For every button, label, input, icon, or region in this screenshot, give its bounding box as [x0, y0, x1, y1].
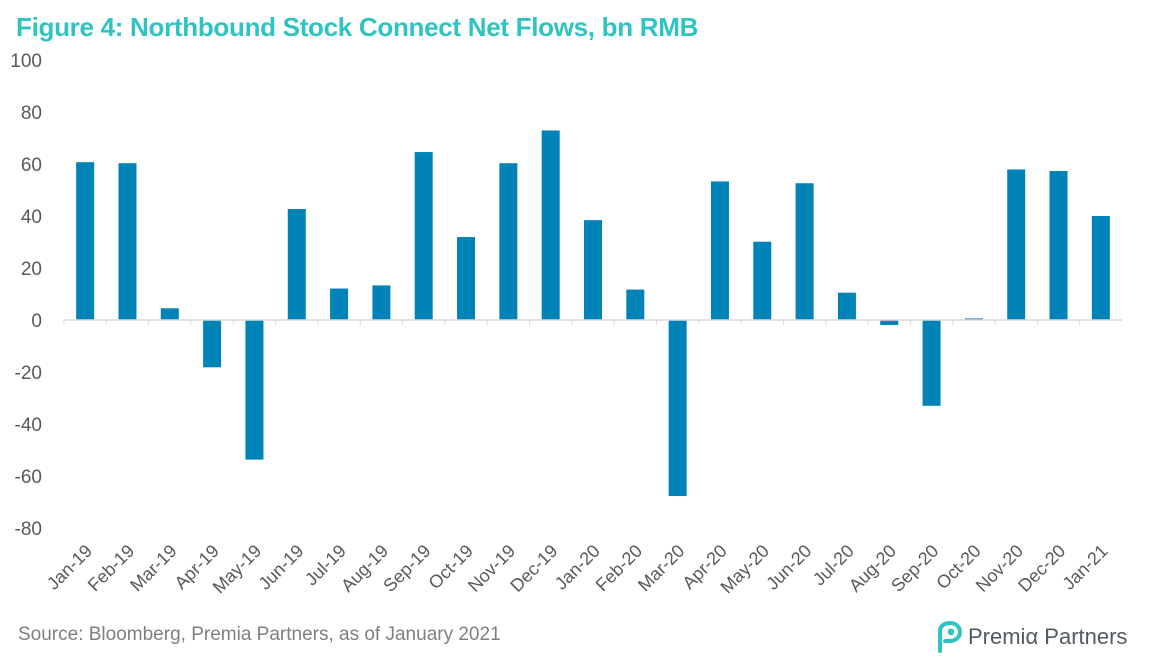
- bar-Oct-19: [457, 237, 476, 320]
- y-tick-label: 20: [21, 259, 42, 280]
- x-tick-label: Feb-19: [84, 541, 138, 595]
- y-tick-label: 100: [10, 51, 42, 72]
- bar-May-19: [245, 320, 264, 460]
- bar-Apr-19: [203, 320, 222, 368]
- y-tick-label: -20: [15, 363, 42, 384]
- x-tick-label: Mar-19: [126, 541, 180, 595]
- bar-Jan-20: [584, 220, 602, 320]
- bar-Jun-20: [795, 183, 814, 320]
- bar-Oct-20: [964, 318, 983, 320]
- bar-Mar-20: [668, 320, 687, 497]
- x-tick-label: Jun-20: [762, 541, 815, 594]
- y-tick-label: -40: [15, 415, 42, 436]
- bar-Dec-19: [541, 130, 560, 320]
- bar-Jul-20: [837, 292, 856, 320]
- bar-Jan-21: [1091, 216, 1110, 320]
- x-tick-label: Dec-20: [1014, 541, 1069, 596]
- premia-partners-logo: Premiα Partners: [936, 620, 1127, 654]
- y-tick-label: -60: [15, 467, 42, 488]
- bar-Apr-20: [710, 181, 729, 320]
- bar-Jul-19: [330, 288, 349, 320]
- y-tick-label: 0: [31, 311, 42, 332]
- y-tick-label: 60: [21, 155, 42, 176]
- chart-title: Figure 4: Northbound Stock Connect Net F…: [16, 12, 699, 42]
- bar-May-20: [753, 241, 772, 320]
- logo-text: Premiα Partners: [968, 624, 1128, 649]
- x-tick-label: Dec-19: [506, 541, 561, 596]
- x-tick-label: Sep-19: [379, 541, 434, 596]
- bar-Sep-19: [414, 152, 433, 320]
- bar-Jan-19: [76, 162, 95, 320]
- bar-Nov-19: [499, 163, 518, 320]
- y-tick-label: 80: [21, 103, 42, 124]
- x-tick-label: Jan-21: [1059, 541, 1112, 594]
- bar-Mar-19: [160, 308, 179, 320]
- bar-Dec-20: [1049, 171, 1068, 320]
- y-axis-ticks: 100 80 60 40 20 0 -20 -40 -60 -80: [10, 51, 42, 540]
- bar-Aug-20: [880, 320, 899, 325]
- y-tick-label: -80: [15, 519, 42, 540]
- bar-Nov-20: [1007, 169, 1026, 320]
- premia-leaf-logo-icon: [938, 621, 962, 653]
- bar-Aug-19: [372, 285, 391, 320]
- bar-Feb-20: [626, 289, 645, 320]
- y-tick-label: 40: [21, 207, 42, 228]
- bar-Jun-19: [287, 208, 306, 320]
- x-tick-label: Jun-19: [255, 541, 308, 594]
- x-tick-label: Feb-20: [592, 541, 646, 595]
- x-tick-label: Sep-20: [887, 541, 942, 596]
- bar-series: [76, 130, 1110, 497]
- x-tick-label: Mar-20: [634, 541, 688, 595]
- bar-Sep-20: [922, 320, 941, 406]
- bar-Feb-19: [118, 163, 137, 320]
- source-note: Source: Bloomberg, Premia Partners, as o…: [18, 624, 501, 645]
